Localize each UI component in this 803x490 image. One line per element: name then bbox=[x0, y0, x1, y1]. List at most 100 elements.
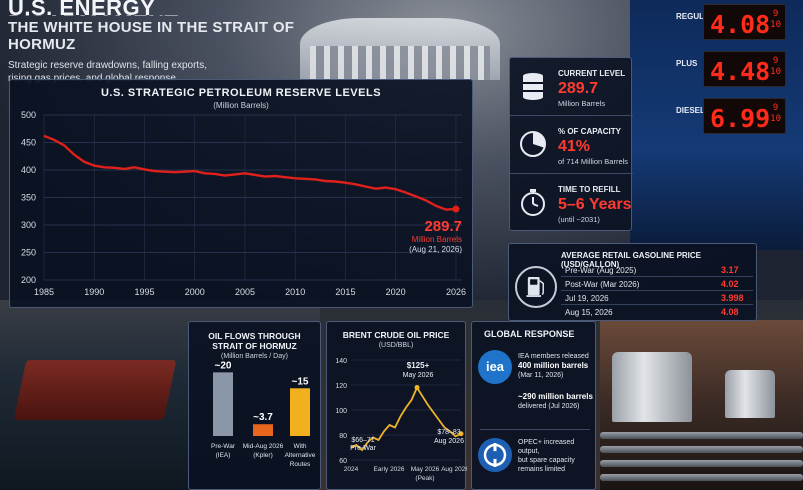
brent-title: BRENT CRUDE OIL PRICE bbox=[342, 330, 450, 340]
oil-flows-unit: (Million Barrels / Day) bbox=[221, 353, 288, 360]
oil-flow-category-label: (Kpler) bbox=[253, 452, 273, 459]
stat-value: 289.7 bbox=[558, 80, 599, 97]
spr-y-tick-label: 350 bbox=[21, 193, 36, 203]
gasoline-row-label: Pre-War (Aug 2025) bbox=[565, 266, 637, 275]
spr-callout-value: 289.7 bbox=[424, 218, 462, 235]
brent-x-tick-label: Aug 2026 bbox=[441, 466, 467, 473]
brent-peak-point bbox=[414, 385, 420, 390]
page-title: U.S. ENERGY DISARMAMENT bbox=[8, 0, 178, 16]
gasoline-row-value: 3.17 bbox=[721, 265, 739, 275]
brent-x-sub-label: (Peak) bbox=[415, 475, 434, 482]
brent-unit: (USD/BBL) bbox=[378, 342, 414, 349]
tanker-ship-image bbox=[13, 360, 177, 420]
global-response-title: GLOBAL RESPONSE bbox=[484, 329, 575, 339]
gasoline-row: Pre-War (Aug 2025) 3.17 bbox=[561, 264, 753, 277]
brent-x-tick-label: Early 2026 bbox=[373, 466, 404, 473]
stopwatch-icon bbox=[521, 189, 545, 216]
pump-fraction-bottom: 10 bbox=[770, 20, 781, 30]
oil-flows-title: OIL FLOWS THROUGH STRAIT OF HORMUZ bbox=[189, 331, 320, 351]
pump-row-regular: REGULAR 4.08 9 10 bbox=[670, 2, 788, 40]
gasoline-row: Aug 15, 2026 4.08 bbox=[561, 306, 753, 319]
brent-peak-label: May 2026 bbox=[403, 372, 434, 379]
spr-y-tick-label: 500 bbox=[21, 110, 36, 120]
brent-start-value: $66–71 bbox=[351, 437, 374, 444]
iea-release-text: IEA members released 400 million barrels… bbox=[518, 352, 594, 380]
spr-y-tick-label: 400 bbox=[21, 165, 36, 175]
stat-value: 5–6 Years bbox=[558, 196, 632, 213]
pump-price-sign: REGULAR 4.08 9 10 PLUS 4.48 9 10 DIESEL 6.… bbox=[670, 2, 788, 142]
stat-refill: TIME TO REFILL 5–6 Years (until ~2031) bbox=[510, 174, 633, 232]
oil-flow-bar bbox=[290, 388, 310, 436]
pump-fraction-top: 9 bbox=[772, 56, 779, 66]
spr-y-tick-label: 300 bbox=[21, 220, 36, 230]
pipe bbox=[600, 432, 803, 439]
spr-y-tick-label: 250 bbox=[21, 248, 36, 258]
pipe bbox=[600, 446, 803, 453]
white-house-image bbox=[300, 18, 500, 80]
oil-flow-category-label: With bbox=[294, 443, 307, 450]
brent-x-tick-label: May 2026 bbox=[411, 466, 440, 473]
oil-flow-category-label: Mid-Aug 2026 bbox=[243, 443, 284, 450]
barrel-icon bbox=[523, 73, 543, 100]
stat-value: 41% bbox=[558, 138, 591, 155]
us-delivery-text: ~290 million barrels delivered (Jul 2026… bbox=[518, 392, 594, 411]
opec-logo bbox=[478, 438, 512, 472]
pump-row-diesel: DIESEL 6.99 9 10 bbox=[670, 96, 788, 134]
pump-price: 6.99 bbox=[710, 104, 771, 133]
pump-price: 4.48 bbox=[710, 57, 771, 86]
stat-current-level: CURRENT LEVEL 289.7 Million Barrels bbox=[510, 58, 633, 116]
pump-fraction-top: 9 bbox=[772, 9, 779, 19]
spr-x-tick-label: 2010 bbox=[285, 287, 305, 297]
brent-panel: BRENT CRUDE OIL PRICE (USD/BBL) 60 80 100 1… bbox=[326, 321, 467, 490]
opec-line: but spare capacity bbox=[518, 457, 575, 464]
iea-amount: 400 million barrels bbox=[518, 361, 589, 370]
brent-y-tick-label: 100 bbox=[335, 408, 347, 415]
gasoline-row-value: 4.02 bbox=[721, 279, 739, 289]
brent-y-tick-label: 140 bbox=[335, 358, 347, 365]
brent-peak-value: $125+ bbox=[407, 361, 430, 370]
oil-flow-category-label: Routes bbox=[290, 461, 311, 468]
oil-flows-panel: OIL FLOWS THROUGH STRAIT OF HORMUZ (Mill… bbox=[188, 321, 321, 490]
header: U.S. ENERGY DISARMAMENT THE WHITE HOUSE … bbox=[8, 0, 308, 85]
oil-flow-bar bbox=[253, 424, 273, 436]
refinery-image bbox=[600, 320, 803, 490]
spr-chart-title: U.S. STRATEGIC PETROLEUM RESERVE LEVELS bbox=[100, 87, 382, 99]
oil-flow-category-label: Alternative bbox=[285, 452, 316, 459]
brent-y-tick-label: 60 bbox=[339, 458, 347, 465]
gasoline-row-value: 3.998 bbox=[721, 293, 744, 303]
pump-display: 4.08 9 10 bbox=[703, 4, 786, 40]
stat-sub: Million Barrels bbox=[558, 99, 606, 108]
gasoline-row-label: Aug 15, 2026 bbox=[565, 308, 613, 317]
gasoline-row-label: Jul 19, 2026 bbox=[565, 294, 609, 303]
brent-x-tick-label: 2024 bbox=[344, 466, 359, 473]
pie-icon bbox=[520, 131, 546, 157]
stat-sub: of 714 Million Barrels bbox=[558, 157, 629, 166]
description-line: Strategic reserve drawdowns, falling exp… bbox=[8, 60, 207, 71]
pipe bbox=[600, 474, 803, 481]
brent-start-label: Pre-War bbox=[350, 445, 376, 452]
oil-flow-value-label: ~3.7 bbox=[253, 412, 273, 423]
gasoline-row-value: 4.08 bbox=[721, 307, 739, 317]
oil-flows-bar-chart: ~20 ~3.7 ~15 Pre-War (IEA) Mid-Aug 2026 (Kpler… bbox=[211, 360, 316, 468]
spr-series-line bbox=[43, 134, 457, 211]
us-amount: ~290 million barrels bbox=[518, 392, 593, 401]
pump-display: 4.48 9 10 bbox=[703, 51, 786, 87]
divider bbox=[480, 429, 590, 430]
storage-tank bbox=[612, 352, 692, 422]
stat-sub: (until ~2031) bbox=[558, 215, 600, 224]
spr-line-chart: 200 250 300 350 400 450 500 1985 1990 1995 2000 200… bbox=[21, 110, 466, 297]
pipe bbox=[600, 460, 803, 467]
pump-fraction-bottom: 10 bbox=[770, 114, 781, 124]
us-line: delivered (Jul 2026) bbox=[518, 403, 580, 410]
oil-flow-category-label: Pre-War bbox=[211, 443, 236, 450]
gasoline-price-panel: AVERAGE RETAIL GASOLINE PRICE (USD/GALLO… bbox=[508, 243, 757, 321]
spr-x-tick-label: 2020 bbox=[386, 287, 406, 297]
pump-fraction-top: 9 bbox=[772, 103, 779, 113]
spr-x-tick-label: 2015 bbox=[335, 287, 355, 297]
spr-y-tick-label: 200 bbox=[21, 275, 36, 285]
fuel-pump-icon bbox=[515, 266, 557, 308]
spr-end-point bbox=[452, 205, 460, 213]
pump-fraction: 9 10 bbox=[770, 9, 781, 31]
stat-label: TIME TO REFILL bbox=[558, 185, 621, 194]
pump-display: 6.99 9 10 bbox=[703, 98, 786, 134]
